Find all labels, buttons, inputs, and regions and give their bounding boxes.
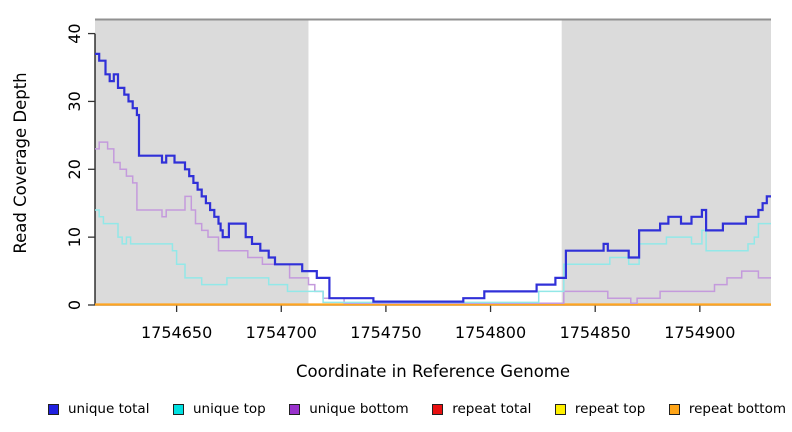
legend-swatch-unique-total-icon — [48, 403, 59, 415]
x-axis-label: Coordinate in Reference Genome — [295, 362, 571, 381]
y-tick-label: 40 — [65, 23, 84, 43]
legend-item-repeat-total: repeat total — [432, 401, 531, 417]
y-tick-label: 10 — [65, 227, 84, 247]
right-repeat-region — [561, 20, 771, 305]
legend-item-unique-bottom: unique bottom — [289, 401, 409, 417]
legend-swatch-unique-top-icon — [173, 403, 184, 415]
left-repeat-region — [95, 20, 309, 305]
series-unique-bottom — [95, 141, 771, 304]
legend-item-repeat-bottom: repeat bottom — [668, 401, 786, 417]
y-axis-label: Read Coverage Depth — [11, 72, 30, 254]
x-tick-label: 1754750 — [350, 323, 421, 342]
y-tick-label: 30 — [65, 91, 84, 111]
legend-item-unique-top: unique top — [173, 401, 266, 417]
x-tick-label: 1754700 — [246, 323, 317, 342]
legend-swatch-repeat-top-icon — [554, 403, 566, 415]
legend: unique total unique top unique bottom re… — [48, 399, 786, 419]
x-tick-label: 1754650 — [141, 323, 212, 342]
legend-label-unique-total: unique total — [68, 401, 150, 417]
legend-swatch-repeat-total-icon — [432, 403, 444, 415]
legend-label-repeat-total: repeat total — [452, 401, 532, 417]
series-unique-total — [95, 52, 771, 303]
x-tick-label: 1754850 — [560, 323, 631, 342]
x-tick-label: 1754900 — [664, 323, 735, 342]
legend-label-unique-bottom: unique bottom — [309, 401, 409, 417]
legend-label-unique-top: unique top — [193, 401, 266, 417]
legend-swatch-repeat-bottom-icon — [668, 403, 680, 415]
legend-item-repeat-top: repeat top — [554, 401, 646, 417]
series-unique-top — [95, 209, 771, 304]
legend-item-unique-total: unique total — [48, 401, 149, 417]
legend-label-repeat-top: repeat top — [574, 401, 646, 417]
legend-label-repeat-bottom: repeat bottom — [688, 401, 786, 417]
x-tick-label: 1754800 — [455, 323, 526, 342]
y-tick-label: 20 — [65, 159, 84, 179]
legend-swatch-unique-bottom-icon — [289, 403, 301, 415]
y-tick-label: 0 — [65, 300, 84, 310]
